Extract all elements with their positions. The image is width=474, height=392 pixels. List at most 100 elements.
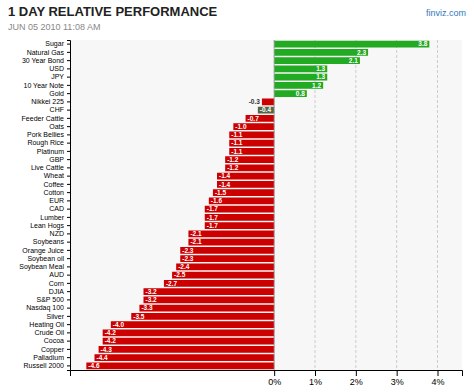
y-tick-mark xyxy=(67,233,70,234)
plot: 0%1%2%3%4%SugarNatural Gas30 Year BondUS… xyxy=(19,40,462,387)
y-tick: NZD xyxy=(50,230,70,237)
bar xyxy=(217,181,274,188)
data-label: -1.1 xyxy=(231,131,243,138)
x-tick: 3% xyxy=(391,370,404,387)
data-label: -2.1 xyxy=(190,238,202,245)
bar xyxy=(176,263,274,270)
y-tick-label: 10 Year Note xyxy=(24,82,65,89)
y-tick-mark xyxy=(67,60,70,61)
data-label: -3.3 xyxy=(141,304,153,311)
y-tick-mark xyxy=(67,93,70,94)
y-tick-mark xyxy=(67,77,70,78)
y-tick: GBP xyxy=(49,156,70,163)
y-tick: Wheat xyxy=(44,172,70,179)
y-tick-mark xyxy=(67,192,70,193)
y-tick-label: Gold xyxy=(49,90,64,97)
y-tick-label: Oats xyxy=(49,123,64,130)
data-label: -3.2 xyxy=(146,288,158,295)
y-tick-label: JPY xyxy=(51,73,64,80)
bar xyxy=(274,74,327,81)
y-tick-label: Cotton xyxy=(43,189,64,196)
y-tick-mark xyxy=(67,176,70,177)
bar xyxy=(95,354,275,361)
data-label: -1.4 xyxy=(219,172,231,179)
bar xyxy=(233,123,274,130)
y-tick-mark xyxy=(67,209,70,210)
y-tick: Lean Hogs xyxy=(30,222,70,230)
annotation: finviz.com xyxy=(426,8,466,18)
data-label: 2.1 xyxy=(349,57,358,64)
y-tick-label: DJIA xyxy=(49,288,65,295)
y-tick-label: Sugar xyxy=(45,40,64,48)
y-tick-mark xyxy=(67,110,70,111)
zero-line xyxy=(274,40,275,370)
y-tick-label: Rough Rice xyxy=(27,139,64,147)
data-label: -4.0 xyxy=(113,321,125,328)
data-label: -4.2 xyxy=(105,337,117,344)
y-tick-mark xyxy=(67,85,70,86)
plot-background xyxy=(70,40,462,370)
data-label: -0.3 xyxy=(249,98,261,105)
data-label: 0.8 xyxy=(296,90,305,97)
data-label: -3.5 xyxy=(133,313,145,320)
x-axis-line xyxy=(71,371,463,377)
data-label: -2.5 xyxy=(174,271,186,278)
y-axis: SugarNatural Gas30 Year BondUSDJPY10 Yea… xyxy=(19,40,70,370)
data-label: -2.3 xyxy=(182,255,194,262)
y-tick-label: Lumber xyxy=(40,214,64,221)
y-tick-mark xyxy=(67,283,70,284)
data-label: -2.7 xyxy=(166,280,178,287)
grid-line xyxy=(396,40,397,370)
y-tick-label: Silver xyxy=(46,313,64,320)
bar xyxy=(103,329,275,336)
y-tick-mark xyxy=(67,52,70,53)
y-tick-mark xyxy=(67,324,70,325)
y-tick-mark xyxy=(67,225,70,226)
y-tick: Pork Bellies xyxy=(27,131,70,138)
data-label: 1.3 xyxy=(316,65,325,72)
data-label: -1.1 xyxy=(231,148,243,155)
y-tick: Gold xyxy=(49,90,70,97)
y-tick-label: Cocoa xyxy=(44,337,64,344)
y-tick-label: USD xyxy=(49,65,64,72)
bar xyxy=(274,82,323,89)
x-tick-mark xyxy=(274,370,275,376)
y-tick: Lumber xyxy=(40,214,70,221)
y-tick-label: AUD xyxy=(49,271,64,278)
bar xyxy=(164,280,274,287)
y-tick-mark xyxy=(67,258,70,259)
x-tick: 1% xyxy=(309,370,322,387)
data-label: -0.7 xyxy=(248,115,260,122)
y-tick: 10 Year Note xyxy=(24,82,70,89)
data-label: -1.7 xyxy=(207,214,219,221)
bar xyxy=(229,148,274,155)
y-tick-label: Pork Bellies xyxy=(27,131,64,138)
y-tick: Silver xyxy=(46,313,70,320)
x-tick-label: 2% xyxy=(350,377,363,387)
y-tick-label: CHF xyxy=(50,106,64,113)
bar xyxy=(205,206,274,213)
data-label: -2.1 xyxy=(190,230,202,237)
y-tick-mark xyxy=(67,118,70,119)
data-label: 2.3 xyxy=(357,49,366,56)
y-tick-mark xyxy=(67,151,70,152)
y-tick-mark xyxy=(67,291,70,292)
data-labels: 3.82.32.11.31.31.20.8-0.3-0.4-0.7-1.0-1.… xyxy=(88,40,427,369)
data-label: 1.3 xyxy=(316,73,325,80)
y-tick-mark xyxy=(67,68,70,69)
y-tick-label: Heating Oil xyxy=(29,321,64,329)
chart: 1 DAY RELATIVE PERFORMANCEJUN 05 2010 11… xyxy=(0,0,474,392)
y-tick: Cotton xyxy=(43,189,70,196)
y-tick-mark xyxy=(67,341,70,342)
y-tick-mark xyxy=(67,143,70,144)
y-tick: Rough Rice xyxy=(27,139,70,147)
bar xyxy=(188,230,274,237)
data-label: 3.8 xyxy=(418,40,427,47)
y-tick: Natural Gas xyxy=(27,49,70,56)
y-tick: JPY xyxy=(51,73,70,80)
y-tick-mark xyxy=(67,316,70,317)
y-tick-mark xyxy=(67,159,70,160)
bar xyxy=(111,321,274,328)
y-tick-label: Soybeans xyxy=(33,238,65,246)
y-tick-label: Lean Hogs xyxy=(30,222,64,230)
